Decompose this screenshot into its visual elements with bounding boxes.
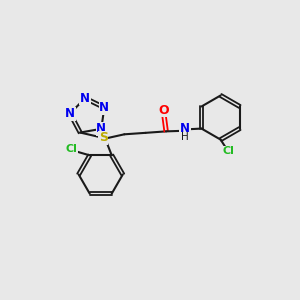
- Text: H: H: [181, 132, 189, 142]
- Text: N: N: [65, 107, 75, 120]
- Text: O: O: [158, 104, 169, 117]
- Text: S: S: [99, 131, 108, 144]
- Text: N: N: [180, 122, 190, 135]
- Text: Cl: Cl: [222, 146, 234, 156]
- Text: N: N: [96, 122, 106, 135]
- Text: N: N: [99, 101, 109, 114]
- Text: Cl: Cl: [65, 144, 77, 154]
- Text: N: N: [80, 92, 90, 105]
